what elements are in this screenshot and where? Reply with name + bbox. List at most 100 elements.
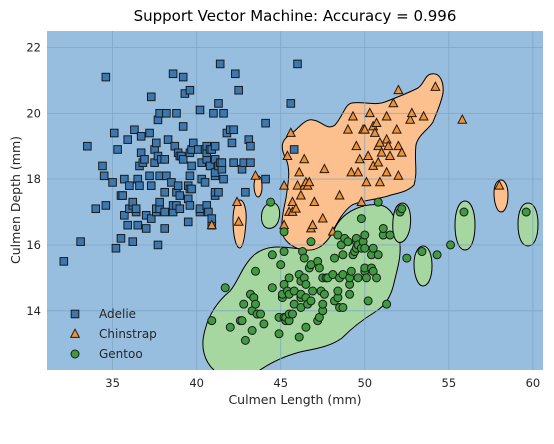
chinstrap-point [393,140,404,151]
chinstrap-point [317,212,328,223]
chinstrap-point [374,176,386,187]
chinstrap-point [342,123,354,134]
adelie-point [286,99,296,108]
chinstrap-point [334,189,345,200]
adelie-point [145,171,154,181]
chinstrap-point [347,110,359,121]
chinstrap-point [418,110,429,121]
y-axis: 14 16 18 20 22 [26,40,41,317]
adelie-point [185,171,195,181]
adelie-point [160,155,169,164]
gentoo-point [361,273,371,283]
grid-lines [47,31,543,370]
gentoo-point [267,250,277,260]
chinstrap-point [384,150,396,160]
gentoo-point [343,237,353,247]
x-tick-label: 55 [442,376,457,390]
gentoo-point [220,283,230,293]
adelie-point [215,59,225,69]
chinstrap-point [457,113,468,124]
x-tick-label: 60 [526,376,541,390]
chinstrap-point [369,127,380,137]
chinstrap-point [364,107,375,118]
gentoo-point [240,335,250,345]
adelie-point [146,181,156,190]
gentoo-point [207,316,217,326]
gentoo-point [279,227,289,237]
adelie-point [246,141,255,151]
adelie-point [219,174,228,184]
adelie-point [172,108,181,118]
chinstrap-point [356,196,367,207]
adelie-point [162,108,171,118]
adelie-legend-marker [70,309,80,319]
gentoo-point [250,299,260,309]
chinstrap-point [319,163,330,174]
adelie-point [209,108,218,118]
adelie-point [59,257,69,266]
adelie-point [131,204,141,214]
gentoo-point [237,316,247,326]
chinstrap-legend-label: Chinstrap [99,327,157,341]
data-points [59,59,531,345]
adelie-point [241,187,250,197]
chinstrap-point [299,153,310,164]
gentoo-point [372,273,382,283]
adelie-point [200,178,210,187]
adelie-point [133,220,143,230]
adelie-point [99,171,109,181]
adelie-point [219,108,228,118]
adelie-point [231,69,240,79]
adelie-point [123,135,133,144]
adelie-point [101,201,111,210]
adelie-point [101,72,111,82]
chinstrap-point [359,123,370,134]
chinstrap-point [405,113,416,124]
adelie-point [163,135,173,144]
gentoo-point [301,279,311,289]
adelie-point [210,141,220,151]
gentoo-point [373,197,383,207]
gentoo-point [314,263,324,273]
chinstrap-point [406,107,417,118]
chinstrap-point [363,150,374,160]
adelie-point [145,128,154,138]
gentoo-point [360,230,370,240]
gentoo-point [373,250,383,260]
gentoo-point [276,260,286,270]
adelie-point [187,161,196,171]
adelie-point [229,158,238,167]
chinstrap-point [393,84,404,95]
chinstrap-point [206,219,217,230]
gentoo-point [382,299,392,309]
adelie-point [141,224,151,233]
chinstrap-point [383,140,394,151]
gentoo-point [338,250,348,260]
gentoo-legend-marker [70,349,80,359]
gentoo-point [274,329,284,339]
gentoo-legend-label: Gentoo [99,347,143,361]
chinstrap-point [231,196,243,207]
gentoo-point [346,266,356,276]
gentoo-point [294,332,304,342]
adelie-point [214,99,223,108]
gentoo-point [417,247,427,257]
y-tick-label: 22 [26,40,41,54]
gentoo-point [250,266,260,276]
gentoo-point [256,309,266,319]
gentoo-point [306,296,316,306]
chinstrap-point [494,179,505,190]
gentoo-point [338,302,348,312]
chinstrap-point [374,137,386,147]
chinstrap-point [396,146,407,157]
adelie-point [146,214,156,223]
adelie-point [111,243,121,253]
adelie-point [293,59,302,69]
gentoo-point [446,240,456,250]
chinstrap-point [295,189,307,200]
gentoo-point [459,207,469,217]
chinstrap-point [304,176,315,187]
x-axis-label: Culmen Length (mm) [228,392,361,407]
chart-title: Support Vector Machine: Accuracy = 0.996 [134,7,457,25]
adelie-point [130,125,139,135]
